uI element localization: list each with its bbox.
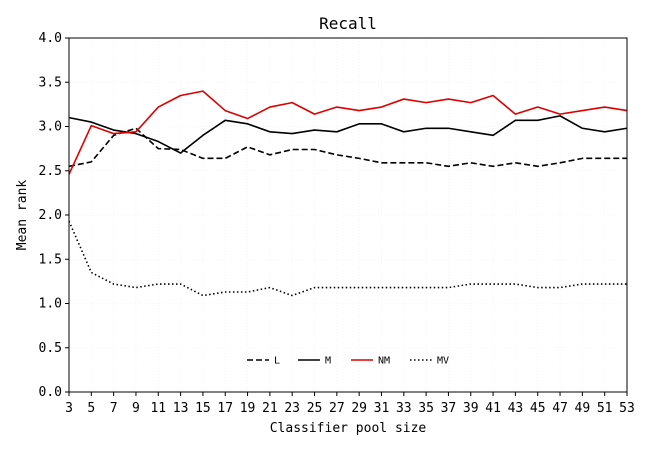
- x-tick-label: 51: [597, 401, 613, 416]
- y-tick-label: 1.0: [39, 297, 62, 312]
- x-tick-label: 13: [173, 401, 189, 416]
- x-tick-label: 45: [530, 401, 546, 416]
- chart-title: Recall: [319, 14, 377, 33]
- x-tick-label: 39: [463, 401, 479, 416]
- x-tick-label: 23: [284, 401, 300, 416]
- x-tick-label: 9: [132, 401, 140, 416]
- x-tick-label: 7: [110, 401, 118, 416]
- x-tick-label: 33: [396, 401, 412, 416]
- x-tick-label: 43: [508, 401, 524, 416]
- x-tick-label: 47: [552, 401, 568, 416]
- series-line-mv: [68, 220, 627, 297]
- x-tick-label: 17: [217, 401, 233, 416]
- x-tick-label: 21: [262, 401, 278, 416]
- x-tick-label: 53: [619, 401, 635, 416]
- x-tick-label: 35: [418, 401, 434, 416]
- x-tick-label: 31: [374, 401, 390, 416]
- legend-label: NM: [378, 356, 390, 367]
- series-line-nm: [68, 90, 628, 175]
- series-line-l: [68, 127, 627, 168]
- x-tick-label: 27: [329, 401, 345, 416]
- legend-label: MV: [437, 356, 449, 367]
- x-tick-label: 37: [441, 401, 457, 416]
- y-tick-label: 2.5: [39, 164, 62, 179]
- y-tick-label: 0.5: [39, 341, 62, 356]
- x-tick-label: 11: [150, 401, 166, 416]
- y-axis: 0.0 0.5 1.0 1.5 2.0 2.5 3.0 3.5 4.0: [39, 31, 69, 400]
- x-tick-label: 29: [351, 401, 367, 416]
- legend-label: L: [274, 356, 280, 367]
- x-axis: 3 5 7 9 11 13 15 17 19 21 23 25 27 29 31 33 35 37 39 41 43 45…: [65, 392, 635, 416]
- x-tick-label: 15: [195, 401, 211, 416]
- legend-label: M: [325, 356, 331, 367]
- y-tick-label: 1.5: [39, 252, 62, 267]
- y-axis-title: Mean rank: [15, 180, 30, 251]
- x-tick-label: 25: [307, 401, 323, 416]
- legend: L M NM MV: [247, 356, 449, 367]
- y-tick-label: 2.0: [39, 208, 62, 223]
- x-tick-label: 41: [485, 401, 501, 416]
- y-tick-label: 0.0: [39, 385, 62, 400]
- series-line-m: [68, 115, 628, 154]
- y-tick-label: 3.0: [39, 120, 62, 135]
- x-axis-title: Classifier pool size: [270, 421, 427, 436]
- x-tick-label: 3: [65, 401, 73, 416]
- series-lines: [68, 90, 628, 297]
- y-tick-label: 3.5: [39, 75, 62, 90]
- x-tick-label: 19: [240, 401, 256, 416]
- x-tick-label: 49: [575, 401, 591, 416]
- y-tick-label: 4.0: [39, 31, 62, 46]
- x-tick-label: 5: [87, 401, 95, 416]
- grid: [68, 37, 628, 393]
